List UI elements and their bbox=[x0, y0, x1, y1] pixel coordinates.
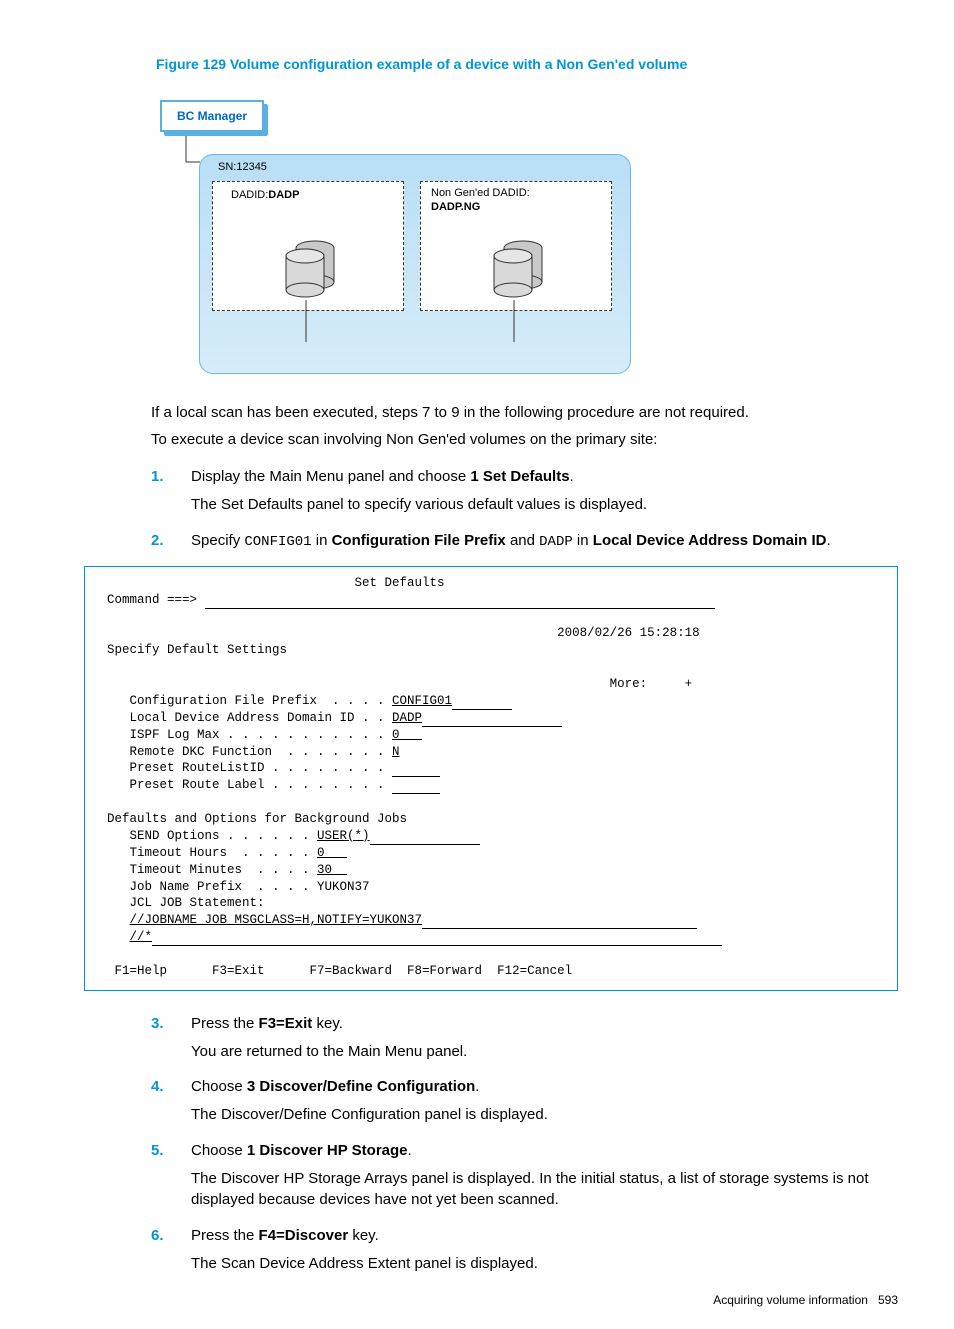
bc-manager-label: BC Manager bbox=[177, 109, 247, 123]
figure-caption: Figure 129 Volume configuration example … bbox=[156, 56, 898, 72]
steps-list-top: Display the Main Menu panel and choose 1… bbox=[151, 466, 898, 552]
intro-paragraph-1: If a local scan has been executed, steps… bbox=[151, 402, 898, 423]
step-4: Choose 3 Discover/Define Configuration.T… bbox=[151, 1076, 898, 1126]
bc-manager-box: BC Manager bbox=[164, 104, 268, 136]
step-3: Press the F3=Exit key.You are returned t… bbox=[151, 1013, 898, 1063]
sn-container: SN:12345 DADID:DADP bbox=[199, 154, 631, 374]
terminal-panel: Set DefaultsCommand ===> 2008/02/26 15:2… bbox=[84, 566, 898, 991]
sn-label: SN:12345 bbox=[218, 161, 267, 173]
page-footer: Acquiring volume information 593 bbox=[713, 1293, 898, 1307]
dadid-box-left: DADID:DADP bbox=[212, 181, 404, 311]
steps-list-bottom: Press the F3=Exit key.You are returned t… bbox=[151, 1013, 898, 1275]
dadid-box-right: Non Gen'ed DADID: DADP.NG bbox=[420, 181, 612, 311]
step-2: Specify CONFIG01 in Configuration File P… bbox=[151, 530, 898, 552]
step-5: Choose 1 Discover HP Storage.The Discove… bbox=[151, 1140, 898, 1211]
dadid-left-label: DADID:DADP bbox=[231, 188, 299, 202]
intro-paragraph-2: To execute a device scan involving Non G… bbox=[151, 429, 898, 450]
footer-page: 593 bbox=[878, 1293, 898, 1307]
dadid-right-label: Non Gen'ed DADID: DADP.NG bbox=[431, 186, 530, 214]
step-1: Display the Main Menu panel and choose 1… bbox=[151, 466, 898, 516]
step-6: Press the F4=Discover key.The Scan Devic… bbox=[151, 1225, 898, 1275]
cylinders-right-icon bbox=[487, 236, 549, 298]
step-1-sub: The Set Defaults panel to specify variou… bbox=[191, 494, 898, 516]
cylinders-left-icon bbox=[279, 236, 341, 298]
figure-diagram: BC Manager SN:12345 DADID:DADP bbox=[156, 92, 631, 382]
footer-section: Acquiring volume information bbox=[713, 1293, 868, 1307]
